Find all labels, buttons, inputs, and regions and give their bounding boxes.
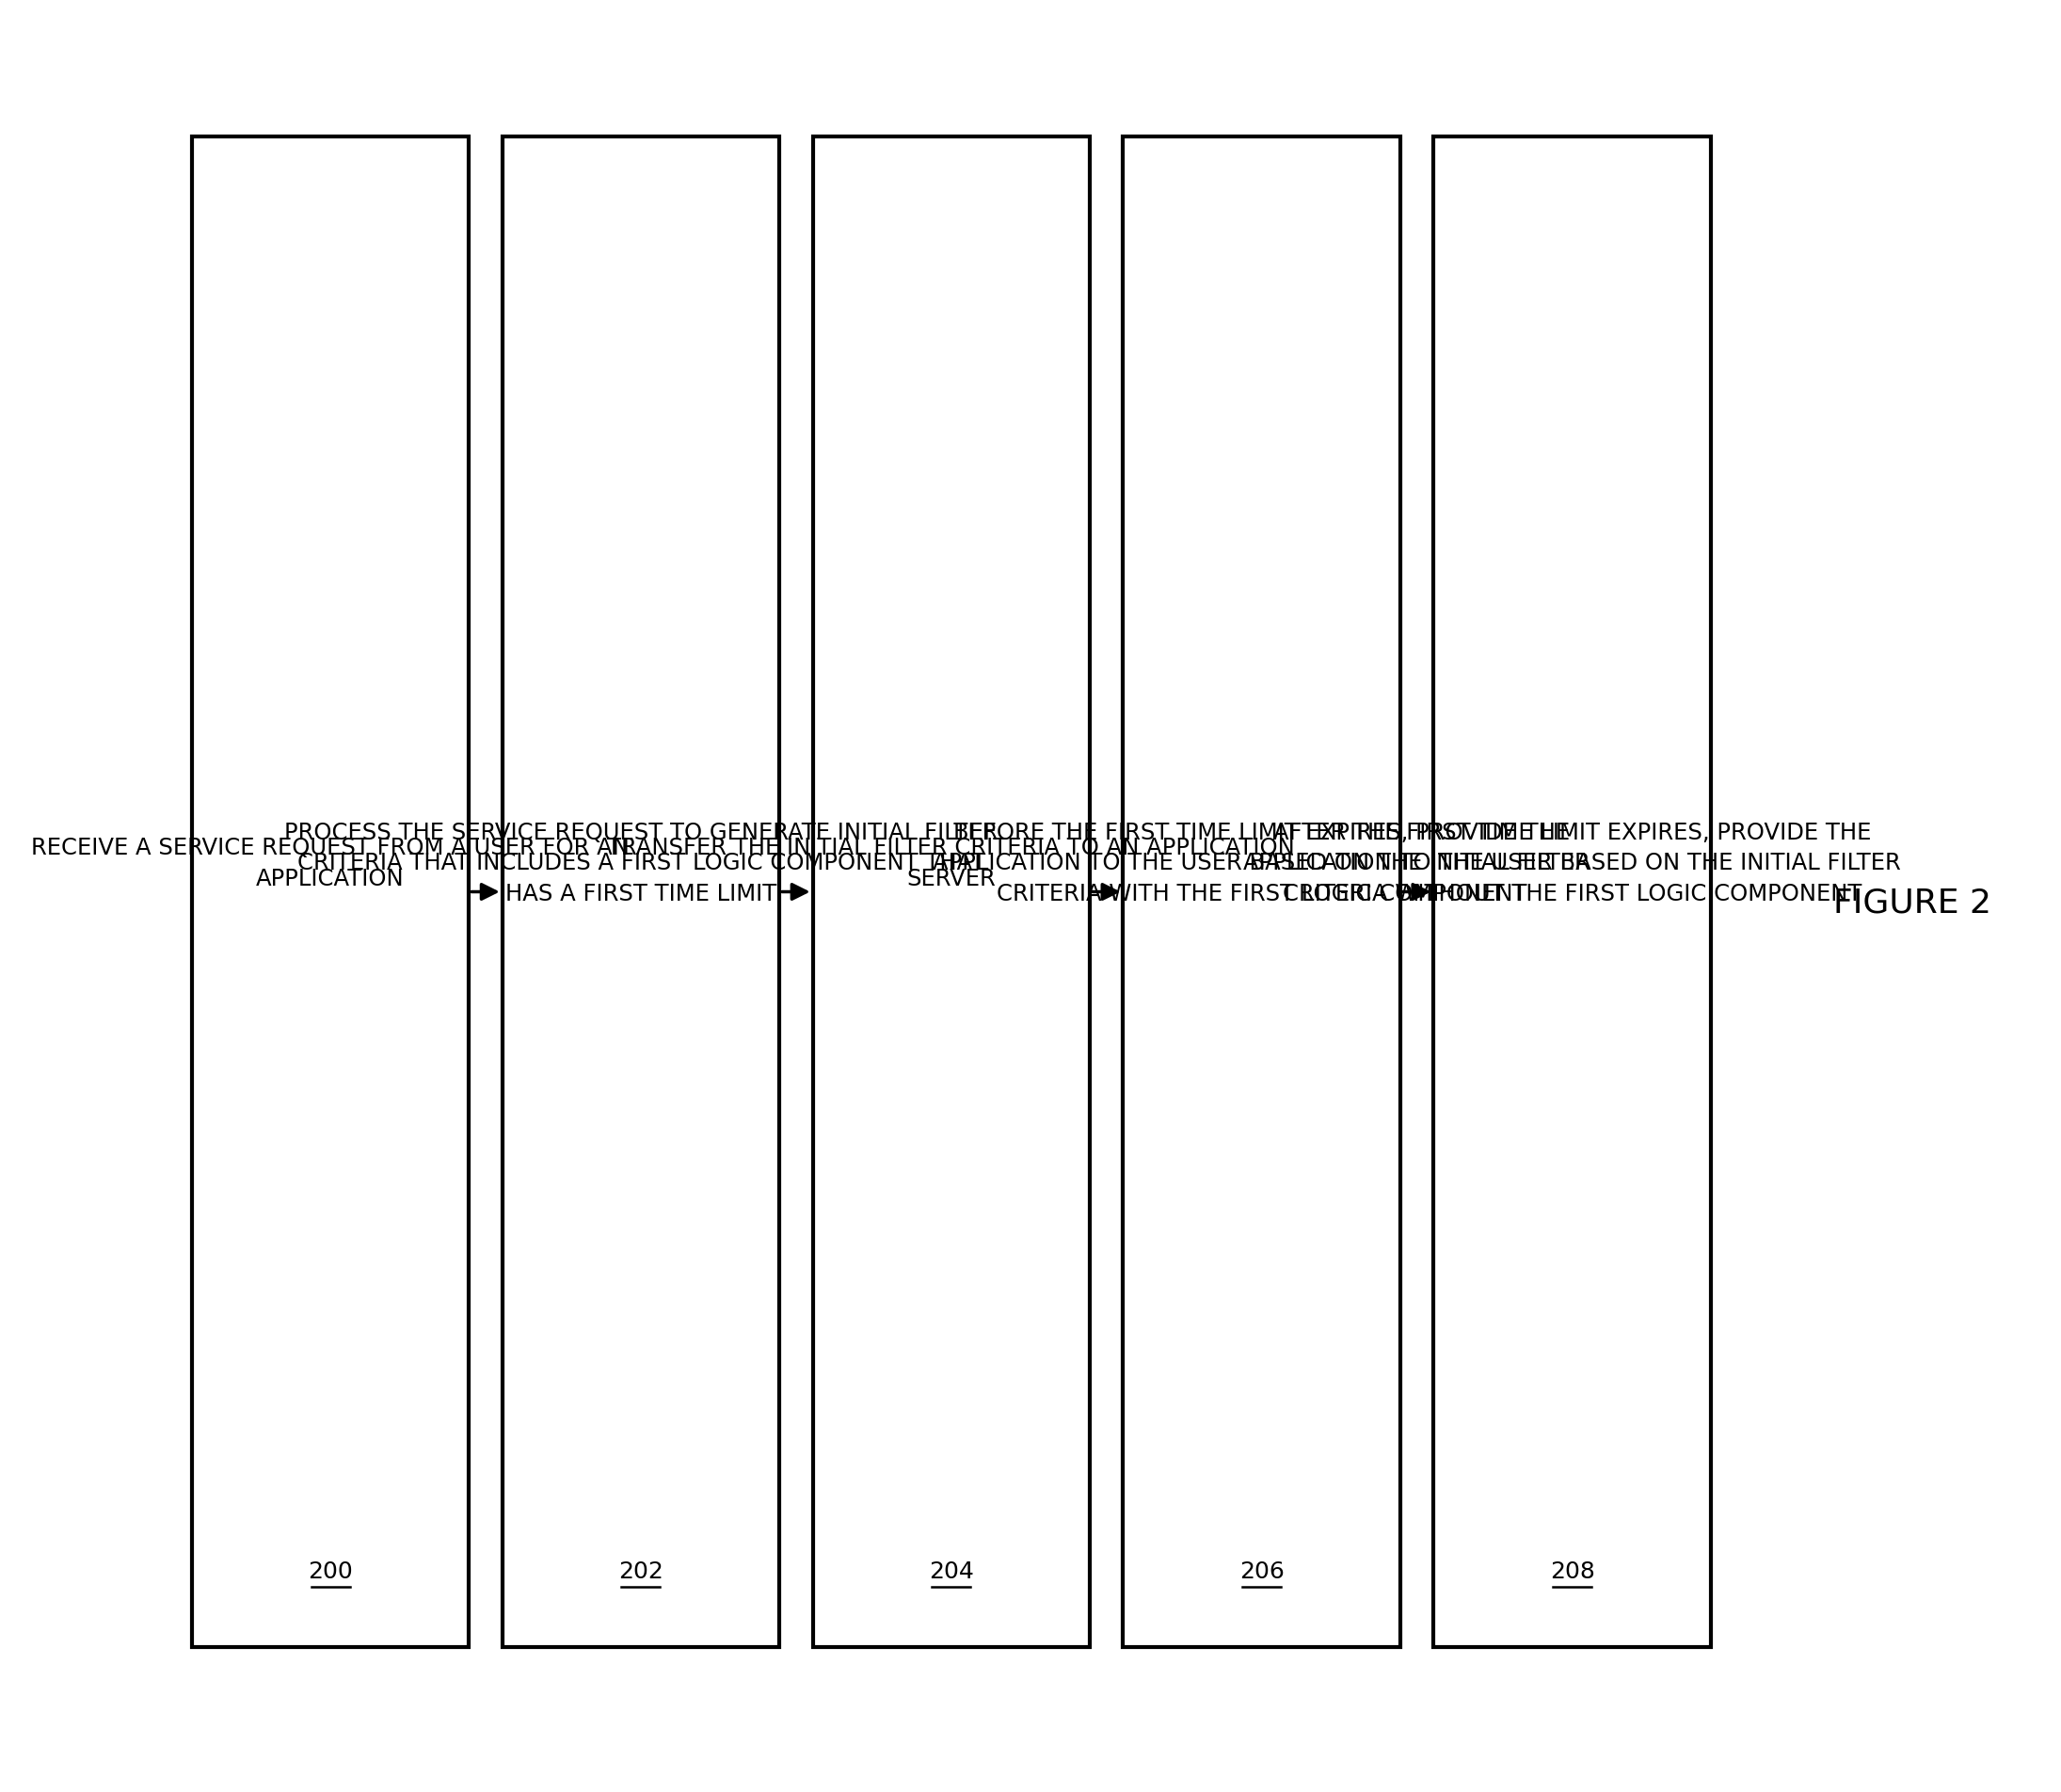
Text: AFTER THE FIRST TIME LIMIT EXPIRES, PROVIDE THE
APPLICATION TO THE USER BASED ON: AFTER THE FIRST TIME LIMIT EXPIRES, PROV… xyxy=(1243,821,1900,905)
Bar xyxy=(503,136,779,1647)
Text: 200: 200 xyxy=(307,1561,352,1582)
Text: 204: 204 xyxy=(930,1561,973,1582)
Text: BEFORE THE FIRST TIME LIMIT EXPIRES, PROVIDE THE
APPLICATION TO THE USER BASED O: BEFORE THE FIRST TIME LIMIT EXPIRES, PRO… xyxy=(934,821,1591,905)
Bar xyxy=(1123,136,1399,1647)
Text: RECEIVE A SERVICE REQUEST FROM A USER FOR AN
APPLICATION: RECEIVE A SERVICE REQUEST FROM A USER FO… xyxy=(31,837,629,891)
Text: 202: 202 xyxy=(618,1561,664,1582)
Text: 206: 206 xyxy=(1239,1561,1284,1582)
Text: 208: 208 xyxy=(1550,1561,1595,1582)
Bar xyxy=(1434,136,1711,1647)
Bar xyxy=(192,136,470,1647)
Text: FIGURE 2: FIGURE 2 xyxy=(1832,887,1991,919)
Text: TRANSFER THE INITIAL FILTER CRITERIA TO AN APPLICATION
SERVER: TRANSFER THE INITIAL FILTER CRITERIA TO … xyxy=(608,837,1294,891)
Bar xyxy=(812,136,1090,1647)
Text: PROCESS THE SERVICE REQUEST TO GENERATE INITIAL FILTER
CRITERIA THAT INCLUDES A : PROCESS THE SERVICE REQUEST TO GENERATE … xyxy=(284,821,998,905)
